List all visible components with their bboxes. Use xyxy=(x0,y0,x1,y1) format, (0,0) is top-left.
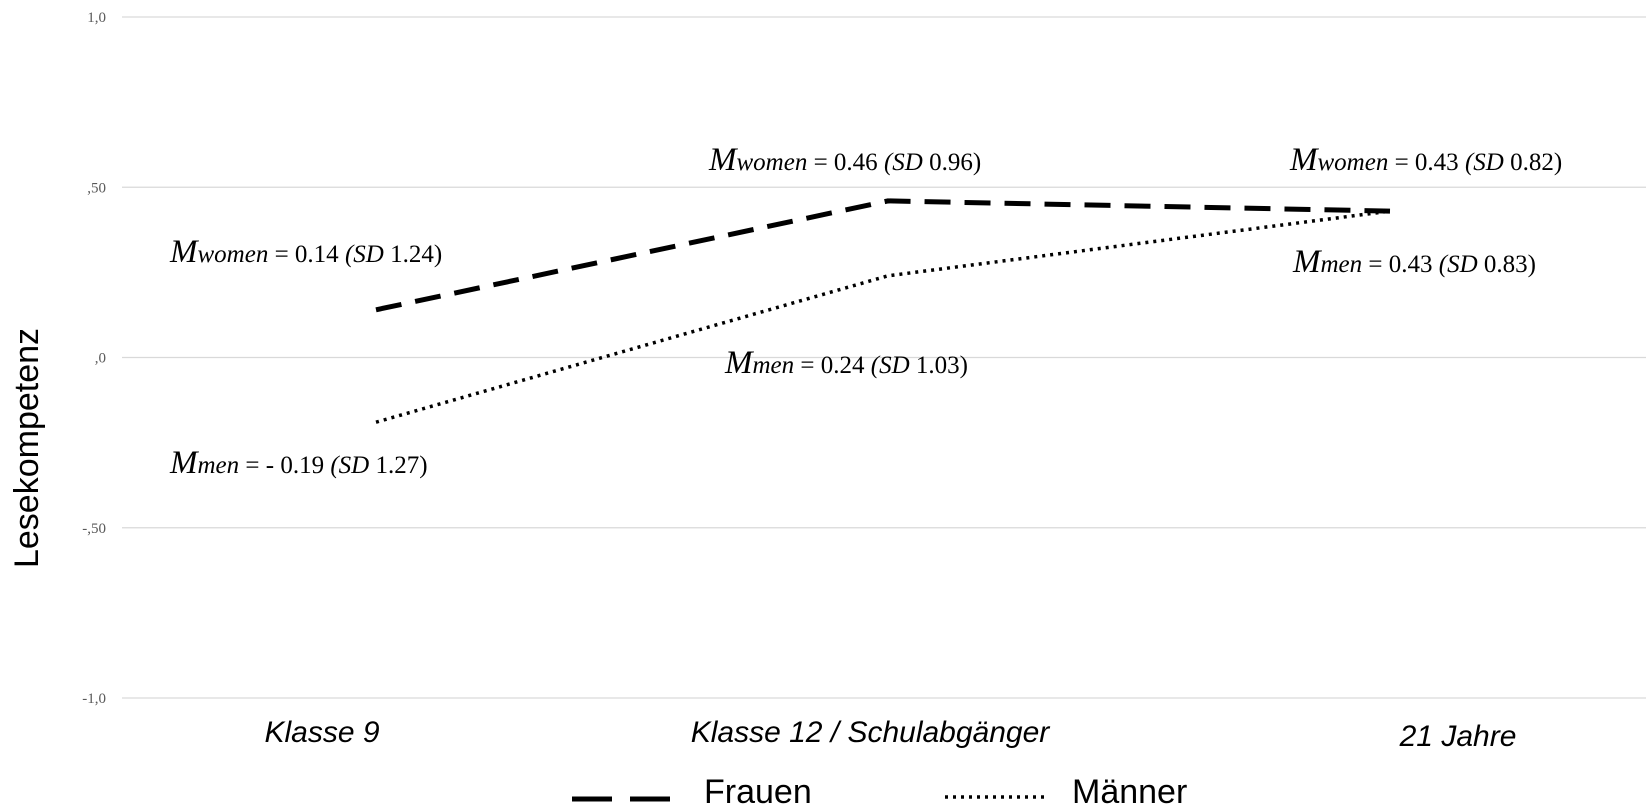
y-tick-label: 1,0 xyxy=(87,10,106,26)
y-tick-label: ,50 xyxy=(87,180,106,196)
x-category-label: Klasse 12 / Schulabgänger xyxy=(691,716,1051,749)
data-label-part: (SD xyxy=(1465,149,1504,176)
x-category-label: 21 Jahre xyxy=(1399,720,1517,753)
data-label-part: 0.96) xyxy=(923,149,981,176)
data-label-part: 0.82) xyxy=(1504,149,1562,176)
data-label-part: = 0.43 xyxy=(1388,149,1465,176)
y-axis-label: Lesekompetenz xyxy=(8,328,46,568)
data-label: Mmen = 0.43 (SD 0.83) xyxy=(1292,244,1536,280)
data-label-part: men xyxy=(198,452,240,479)
y-axis-ticks: 1,0 ,50 ,0 -,50 -1,0 xyxy=(82,10,106,707)
data-label-part: = 0.46 xyxy=(807,149,884,176)
data-label-part: women xyxy=(1318,149,1389,176)
data-label-part: = 0.43 xyxy=(1362,251,1439,278)
data-label-part: M xyxy=(1292,244,1322,280)
data-label-part: men xyxy=(753,352,795,379)
data-label-part: (SD xyxy=(871,352,910,379)
y-tick-label: -,50 xyxy=(82,521,106,537)
data-annotations: Mwomen = 0.14 (SD 1.24)Mwomen = 0.46 (SD… xyxy=(169,142,1562,481)
data-label-part: = 0.24 xyxy=(794,352,871,379)
series-lines xyxy=(375,198,1391,424)
data-label-part: = - 0.19 xyxy=(239,452,330,479)
data-label-part: 1.27) xyxy=(369,452,427,479)
data-label-part: M xyxy=(708,142,738,178)
data-label-part: (SD xyxy=(1439,251,1478,278)
x-axis-categories: Klasse 9 Klasse 12 / Schulabgänger 21 Jahr… xyxy=(264,716,1516,753)
data-label-part: 0.83) xyxy=(1478,251,1536,278)
data-label-part: 1.24) xyxy=(384,241,442,268)
data-label-part: M xyxy=(169,234,199,270)
y-tick-label: -1,0 xyxy=(82,691,106,707)
data-label-part: (SD xyxy=(345,241,384,268)
data-label: Mmen = - 0.19 (SD 1.27) xyxy=(169,445,428,481)
data-label-part: M xyxy=(169,445,199,481)
data-label: Mwomen = 0.43 (SD 0.82) xyxy=(1289,142,1562,178)
data-label-part: women xyxy=(737,149,808,176)
legend-label-frauen: Frauen xyxy=(704,773,812,807)
data-label-part: 1.03) xyxy=(910,352,968,379)
x-category-label: Klasse 9 xyxy=(264,716,379,749)
legend: Frauen Männer xyxy=(572,773,1187,807)
y-tick-label: ,0 xyxy=(95,351,106,367)
data-label: Mwomen = 0.14 (SD 1.24) xyxy=(169,234,442,270)
data-label-part: (SD xyxy=(884,149,923,176)
series-line-frauen xyxy=(375,198,1391,313)
gridlines xyxy=(122,16,1646,699)
series-line-männer xyxy=(375,209,1391,424)
legend-label-maenner: Männer xyxy=(1072,773,1187,807)
data-label-part: = 0.14 xyxy=(268,241,345,268)
data-label-part: M xyxy=(1289,142,1319,178)
data-label: Mmen = 0.24 (SD 1.03) xyxy=(724,345,968,381)
data-label-part: women xyxy=(198,241,269,268)
data-label: Mwomen = 0.46 (SD 0.96) xyxy=(708,142,981,178)
data-label-part: (SD xyxy=(330,452,369,479)
data-label-part: M xyxy=(724,345,754,381)
data-label-part: men xyxy=(1321,251,1363,278)
